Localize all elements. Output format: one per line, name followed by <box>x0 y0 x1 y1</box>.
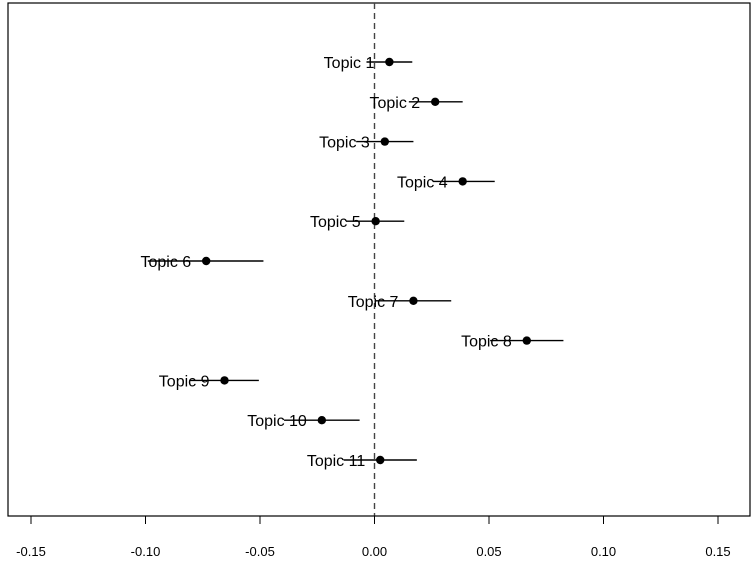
point-estimate <box>522 336 531 345</box>
topic-row: Topic 3 <box>319 135 414 152</box>
topic-row: Topic 10 <box>247 413 360 430</box>
x-tick-label: 0.10 <box>591 544 616 559</box>
topic-label: Topic 7 <box>348 294 399 311</box>
point-estimate <box>385 57 394 67</box>
plot-frame <box>7 2 751 517</box>
x-tick-label: 0.15 <box>705 544 730 559</box>
topic-row: Topic 1 <box>324 55 413 72</box>
x-tick-label: -0.15 <box>16 544 46 559</box>
topic-label: Topic 9 <box>159 373 210 390</box>
x-tick-label: 0.05 <box>476 544 501 559</box>
point-estimate <box>220 376 229 385</box>
topic-row: Topic 7 <box>348 294 452 311</box>
x-tick-label: 0.00 <box>362 544 387 559</box>
point-estimate <box>317 416 327 425</box>
x-axis: -0.15 -0.10 -0.05 0.00 0.05 0.10 0.15 <box>16 515 731 559</box>
topic-row: Topic 4 <box>397 174 495 191</box>
topic-row: Topic 2 <box>369 95 463 112</box>
x-tick-label: -0.05 <box>245 544 275 559</box>
topic-row: Topic 9 <box>159 373 259 390</box>
point-estimate <box>376 455 385 465</box>
topic-row: Topic 6 <box>140 254 264 271</box>
topic-label: Topic 3 <box>319 135 370 152</box>
point-estimate <box>430 97 440 107</box>
point-estimate <box>371 217 380 226</box>
point-estimate <box>409 296 418 305</box>
topic-row: Topic 8 <box>461 334 564 351</box>
topic-label: Topic 1 <box>324 55 375 72</box>
topic-label: Topic 10 <box>247 413 307 430</box>
topic-label: Topic 4 <box>397 174 448 191</box>
point-estimate <box>201 256 211 266</box>
x-tick-label: -0.10 <box>131 544 161 559</box>
topic-label: Topic 8 <box>461 334 512 351</box>
estimate-marks: Topic 1 Topic 2 Topic 3 Topic 4 Topic 5 Topic… <box>140 55 564 470</box>
topic-label: Topic 6 <box>140 254 191 271</box>
point-estimate <box>380 137 390 146</box>
topic-label: Topic 5 <box>310 214 361 231</box>
topic-label: Topic 11 <box>307 453 366 470</box>
topic-row: Topic 5 <box>310 214 405 231</box>
topic-row: Topic 11 <box>307 453 417 470</box>
point-estimate <box>458 177 467 186</box>
topic-label: Topic 2 <box>369 95 420 112</box>
